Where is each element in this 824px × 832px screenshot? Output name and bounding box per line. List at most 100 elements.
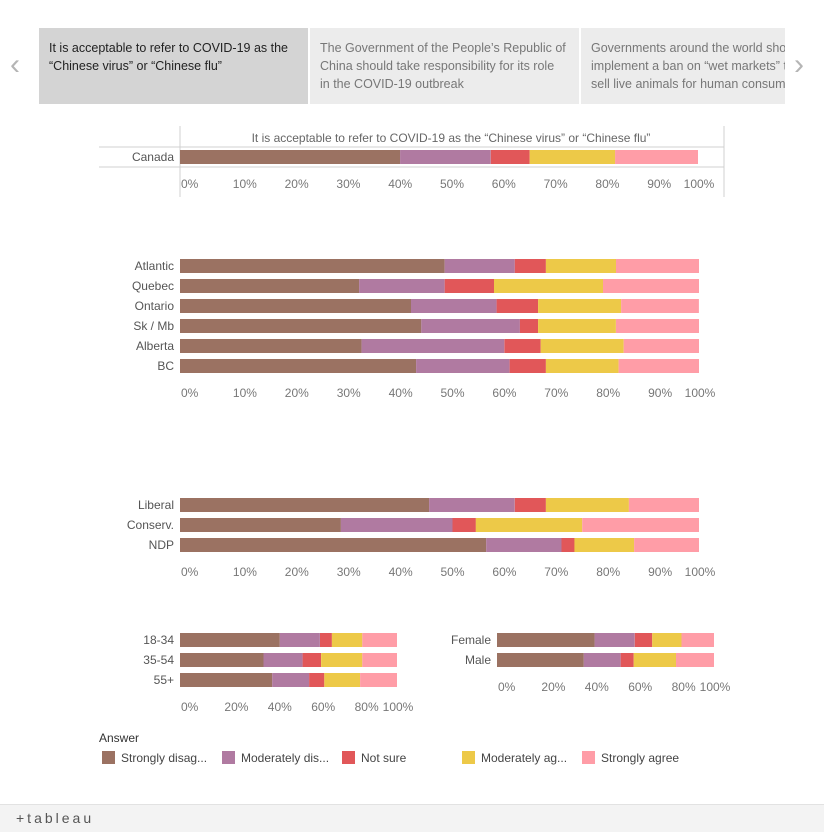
bar-segment	[324, 673, 361, 687]
tab-label-line: It is acceptable to refer to COVID-19 as…	[49, 41, 289, 55]
legend-label: Not sure	[361, 751, 407, 765]
next-arrow[interactable]: ›	[794, 50, 804, 80]
category-label: Canada	[132, 150, 174, 164]
charts-canvas: It is acceptable to refer to COVID-19 as…	[99, 126, 731, 714]
bar-segment	[620, 653, 634, 667]
bar-segment	[496, 299, 539, 313]
bar-segment	[583, 653, 621, 667]
x-tick-label: 30%	[337, 565, 361, 579]
x-tick-label: 70%	[544, 565, 568, 579]
legend-item-strongly-agree[interactable]: Strongly agree	[582, 751, 679, 765]
bar-segment	[509, 359, 546, 373]
tab-chinese-virus[interactable]: It is acceptable to refer to COVID-19 as…	[39, 28, 308, 104]
bar-segment	[623, 339, 699, 353]
bar-segment	[180, 633, 280, 647]
x-tick-label: 100%	[685, 386, 716, 400]
tab-label-line: sell live animals for human consumption	[591, 77, 785, 91]
bar-segment	[180, 653, 264, 667]
bar-segment	[561, 538, 575, 552]
x-tick-label: 20%	[285, 386, 309, 400]
chevron-left-icon: ‹	[10, 48, 20, 81]
x-tick-label: 40%	[585, 680, 609, 694]
bar-segment	[180, 319, 422, 333]
x-tick-label: 50%	[440, 177, 464, 191]
bar-segment	[359, 279, 445, 293]
bar-segment	[545, 359, 619, 373]
bar-segment	[615, 150, 698, 164]
bar-segment	[180, 518, 341, 532]
category-label: 18-34	[143, 633, 174, 647]
bar-segment	[652, 633, 682, 647]
x-tick-label: 40%	[389, 386, 413, 400]
x-tick-label: 80%	[596, 565, 620, 579]
bar-segment	[180, 279, 360, 293]
x-tick-label: 20%	[285, 177, 309, 191]
bar-segment	[400, 150, 491, 164]
category-label: 55+	[154, 673, 174, 687]
bar-segment	[309, 673, 325, 687]
tab-china-responsibility[interactable]: The Government of the People’s Republic …	[310, 28, 579, 104]
tab-label-line: China should take responsibility for its…	[320, 59, 555, 73]
legend-swatch	[222, 751, 235, 764]
tab-label-line: Governments around the world should	[591, 41, 785, 55]
x-tick-label: 0%	[181, 177, 199, 191]
bar-segment	[616, 259, 699, 273]
tab-label-line: The Government of the People’s Republic …	[320, 41, 566, 55]
legend-item-moderately-agree[interactable]: Moderately ag...	[462, 751, 567, 765]
bar-segment	[529, 150, 616, 164]
legend-item-strongly-disagree[interactable]: Strongly disag...	[102, 751, 207, 765]
bar-segment	[180, 538, 487, 552]
bar-segment	[616, 319, 699, 333]
bar-segment	[497, 653, 584, 667]
bar-segment	[486, 538, 562, 552]
x-tick-label: 100%	[685, 565, 716, 579]
x-tick-label: 90%	[648, 386, 672, 400]
bar-segment	[279, 633, 320, 647]
x-tick-label: 20%	[285, 565, 309, 579]
x-tick-label: 50%	[441, 386, 465, 400]
bar-segment	[490, 150, 530, 164]
bar-segment	[545, 259, 616, 273]
x-tick-label: 100%	[383, 700, 414, 714]
bar-segment	[582, 518, 699, 532]
bar-segment	[362, 633, 397, 647]
x-tick-label: 80%	[596, 386, 620, 400]
bar-segment	[416, 359, 510, 373]
tab-wet-markets[interactable]: Governments around the world should impl…	[581, 28, 785, 104]
legend-label: Strongly disag...	[121, 751, 208, 765]
category-label: Female	[451, 633, 491, 647]
bar-segment	[633, 653, 676, 667]
bar-segment	[340, 518, 453, 532]
tableau-logo[interactable]: +tableau	[16, 810, 95, 826]
x-tick-label: 10%	[233, 177, 257, 191]
x-tick-label: 40%	[268, 700, 292, 714]
x-tick-label: 60%	[492, 565, 516, 579]
bar-segment	[618, 359, 699, 373]
bar-segment	[444, 279, 494, 293]
bar-segment	[444, 259, 515, 273]
bar-segment	[321, 653, 363, 667]
bar-segment	[411, 299, 497, 313]
legend-label: Moderately dis...	[241, 751, 330, 765]
bar-segment	[634, 538, 699, 552]
legend-swatch	[342, 751, 355, 764]
x-tick-label: 10%	[233, 386, 257, 400]
chart-title: It is acceptable to refer to COVID-19 as…	[252, 131, 651, 145]
legend-item-moderately-disagree[interactable]: Moderately dis...	[222, 751, 329, 765]
x-tick-label: 60%	[311, 700, 335, 714]
x-tick-label: 0%	[498, 680, 516, 694]
bar-segment	[504, 339, 541, 353]
x-tick-label: 80%	[595, 177, 619, 191]
category-label: Liberal	[138, 498, 174, 512]
x-tick-label: 0%	[181, 700, 199, 714]
category-label: Male	[465, 653, 491, 667]
x-tick-label: 80%	[355, 700, 379, 714]
legend-item-not-sure[interactable]: Not sure	[342, 751, 406, 765]
bar-segment	[540, 339, 624, 353]
bar-segment	[594, 633, 635, 647]
bar-segment	[452, 518, 476, 532]
prev-arrow[interactable]: ‹	[10, 50, 20, 80]
bar-segment	[519, 319, 539, 333]
tab-label-line: “Chinese virus” or “Chinese flu”	[49, 59, 222, 73]
bar-segment	[180, 339, 362, 353]
